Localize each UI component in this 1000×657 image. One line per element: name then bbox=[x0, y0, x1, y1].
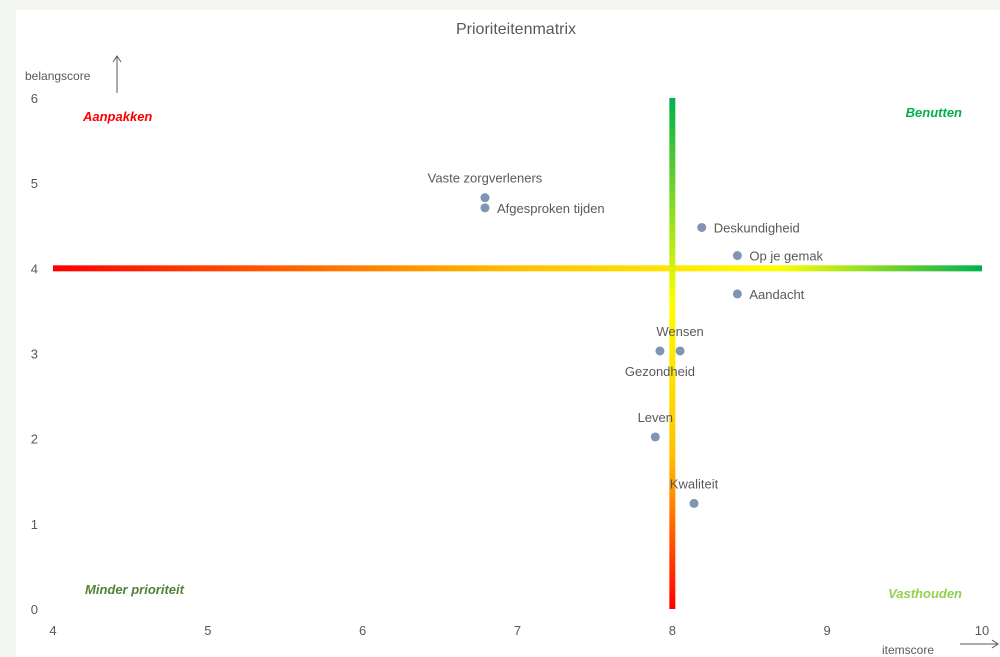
data-point bbox=[480, 203, 490, 213]
data-label: Leven bbox=[638, 410, 673, 425]
data-point bbox=[689, 498, 699, 508]
x-tick-label: 7 bbox=[514, 623, 521, 638]
y-tick-label: 3 bbox=[31, 347, 38, 362]
y-tick-label: 4 bbox=[31, 261, 38, 276]
chart-panel: Prioriteitenmatrix belangscore itemscore … bbox=[16, 10, 1000, 657]
x-tick-label: 5 bbox=[204, 623, 211, 638]
data-label: Op je gemak bbox=[749, 249, 823, 264]
data-point bbox=[732, 289, 742, 299]
x-tick-label: 9 bbox=[824, 623, 831, 638]
y-axis-label: belangscore bbox=[25, 69, 91, 83]
horizontal-reference-line bbox=[53, 265, 982, 272]
vertical-reference-line bbox=[669, 98, 676, 609]
data-point bbox=[732, 251, 742, 261]
x-tick-label: 10 bbox=[975, 623, 989, 638]
data-point bbox=[655, 346, 665, 356]
priority-matrix-chart: Prioriteitenmatrix belangscoreitemscore … bbox=[25, 21, 999, 657]
chart-title: Prioriteitenmatrix bbox=[456, 21, 576, 38]
data-point bbox=[650, 432, 660, 442]
data-label: Vaste zorgverleners bbox=[428, 171, 543, 186]
x-axis-label: itemscore bbox=[882, 643, 934, 657]
x-axis-arrow-icon bbox=[991, 639, 999, 649]
data-label: Wensen bbox=[656, 324, 703, 339]
data-point bbox=[480, 193, 490, 203]
data-label: Gezondheid bbox=[625, 364, 695, 379]
x-tick-label: 4 bbox=[49, 623, 56, 638]
quadrant-label: Minder prioriteit bbox=[85, 582, 185, 597]
y-tick-label: 1 bbox=[31, 517, 38, 532]
x-tick-label: 6 bbox=[359, 623, 366, 638]
data-label: Afgesproken tijden bbox=[497, 201, 605, 216]
data-label: Deskundigheid bbox=[714, 220, 800, 235]
data-label: Aandacht bbox=[749, 287, 804, 302]
x-tick-label: 8 bbox=[669, 623, 676, 638]
y-tick-label: 2 bbox=[31, 432, 38, 447]
y-tick-label: 5 bbox=[31, 176, 38, 191]
data-point bbox=[675, 346, 685, 356]
quadrant-label: Vasthouden bbox=[888, 586, 962, 601]
data-point bbox=[697, 222, 707, 232]
y-axis-arrow-icon bbox=[112, 55, 122, 63]
data-label: Kwaliteit bbox=[670, 476, 719, 491]
y-tick-label: 6 bbox=[31, 91, 38, 106]
quadrant-label: Aanpakken bbox=[82, 109, 152, 124]
quadrant-label: Benutten bbox=[906, 105, 962, 120]
y-tick-label: 0 bbox=[31, 602, 38, 617]
